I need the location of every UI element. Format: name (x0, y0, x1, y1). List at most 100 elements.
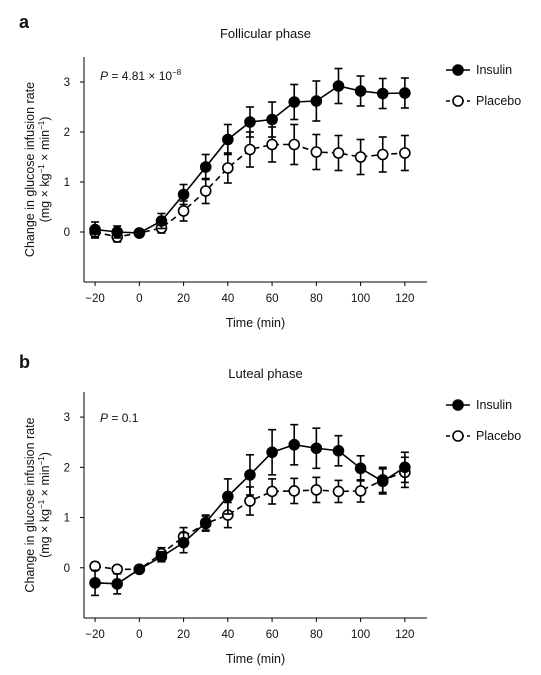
y-axis-title-sup: −1 (37, 499, 46, 509)
panel-a: a Follicular phase 0 1 2 3 −20 0 20 40 60 80 100 120 T… (19, 12, 521, 330)
legend-label-insulin: Insulin (476, 398, 512, 412)
y-tick-label: 0 (64, 563, 70, 575)
data-point-insulin (244, 116, 256, 128)
chart-title: Luteal phase (228, 366, 302, 381)
data-point-insulin (332, 80, 345, 92)
y-axis-title-part: (mg × kg (38, 509, 52, 558)
p-value: = 4.81 × 10 (108, 69, 172, 83)
y-axis-title-part: × min (38, 465, 52, 499)
x-axis-title: Time (min) (226, 316, 285, 330)
data-point-placebo (354, 151, 367, 163)
data-point-insulin (133, 563, 146, 576)
p-symbol: P (100, 411, 108, 425)
x-tick-label: 120 (395, 293, 414, 305)
p-value-annotation: P = 0.1 (100, 411, 139, 425)
data-point-insulin (288, 96, 301, 108)
data-point-insulin (266, 446, 278, 459)
data-point-insulin (222, 490, 234, 503)
data-point-insulin (155, 215, 168, 227)
data-point-insulin (266, 113, 278, 126)
data-point-insulin (111, 226, 123, 238)
y-tick-label: 0 (64, 227, 70, 239)
data-point-insulin (244, 469, 256, 481)
y-tick-label: 3 (64, 412, 70, 424)
data-point-insulin (199, 161, 212, 173)
y-axis-title-line1: Change in glucose infusion rate (23, 417, 37, 592)
x-tick-label: 100 (351, 293, 370, 305)
chart-title: Follicular phase (220, 26, 311, 41)
data-point-placebo (177, 205, 190, 217)
x-tick-label: 40 (221, 629, 234, 641)
data-point-insulin (111, 578, 123, 590)
data-point-placebo (332, 485, 345, 498)
x-tick-label: 120 (395, 629, 414, 641)
p-value: = 0.1 (108, 411, 139, 425)
x-tick-label: 40 (221, 293, 234, 305)
data-point-placebo (266, 485, 278, 498)
data-point-insulin (399, 87, 411, 99)
data-point-placebo (244, 495, 256, 507)
data-point-insulin (376, 87, 389, 100)
y-tick-label: 3 (64, 77, 70, 89)
y-tick-label: 2 (64, 127, 70, 139)
data-point-placebo (222, 162, 234, 174)
x-tick-label: 80 (310, 629, 323, 641)
y-axis-title-part: ) (38, 452, 52, 456)
data-point-insulin (89, 223, 101, 236)
x-tick-label: 20 (177, 629, 190, 641)
data-point-placebo (288, 138, 301, 151)
data-point-insulin (354, 462, 367, 475)
y-tick-label: 1 (64, 513, 70, 525)
series-insulin (89, 67, 411, 239)
legend-marker-insulin (452, 399, 464, 411)
panel-letter: b (19, 352, 30, 372)
panel-letter: a (19, 12, 30, 32)
data-point-placebo (376, 148, 389, 161)
data-point-insulin (332, 444, 345, 457)
legend-label-insulin: Insulin (476, 63, 512, 77)
x-tick-label: 60 (266, 629, 279, 641)
data-point-placebo (354, 485, 367, 497)
data-point-insulin (177, 536, 190, 549)
x-tick-label: 0 (136, 293, 142, 305)
data-point-placebo (244, 143, 256, 156)
y-axis-title-sup: −1 (37, 456, 46, 466)
series-insulin (89, 423, 411, 597)
data-point-insulin (199, 516, 212, 529)
legend-marker-placebo (452, 430, 464, 442)
x-tick-label: 100 (351, 629, 370, 641)
p-symbol: P (100, 69, 108, 83)
data-point-placebo (111, 563, 123, 576)
p-value-annotation: P = 4.81 × 10−8 (100, 68, 182, 83)
y-axis-title-sup: −1 (37, 164, 46, 174)
data-point-insulin (89, 577, 101, 589)
legend-label-placebo: Placebo (476, 429, 521, 443)
data-point-insulin (177, 188, 190, 201)
data-point-insulin (133, 227, 146, 239)
y-tick-label: 2 (64, 462, 70, 474)
y-axis-title-sup: −1 (37, 120, 46, 130)
series-placebo (89, 123, 411, 243)
data-point-placebo (310, 146, 323, 158)
x-tick-label: 60 (266, 293, 279, 305)
legend: Insulin Placebo (446, 398, 521, 443)
data-point-placebo (310, 484, 323, 496)
data-point-insulin (155, 550, 168, 563)
x-tick-label: 20 (177, 293, 190, 305)
data-point-insulin (288, 438, 301, 451)
x-axis-title: Time (min) (226, 652, 285, 666)
legend-marker-placebo (452, 95, 464, 107)
data-point-insulin (376, 475, 389, 488)
data-point-insulin (354, 85, 367, 97)
y-axis-title-line1: Change in glucose infusion rate (23, 82, 37, 257)
y-tick-label: 1 (64, 177, 70, 189)
data-point-insulin (399, 461, 411, 474)
x-tick-label: 0 (136, 629, 142, 641)
p-exponent: −8 (172, 68, 182, 77)
data-point-placebo (199, 185, 212, 197)
data-point-insulin (222, 133, 234, 146)
data-point-placebo (288, 485, 301, 497)
panel-b: b Luteal phase 0 1 2 3 −20 0 20 40 60 80 100 120 Time … (19, 352, 521, 666)
y-axis-title-line2: (mg × kg−1 × min−1) (37, 452, 52, 558)
